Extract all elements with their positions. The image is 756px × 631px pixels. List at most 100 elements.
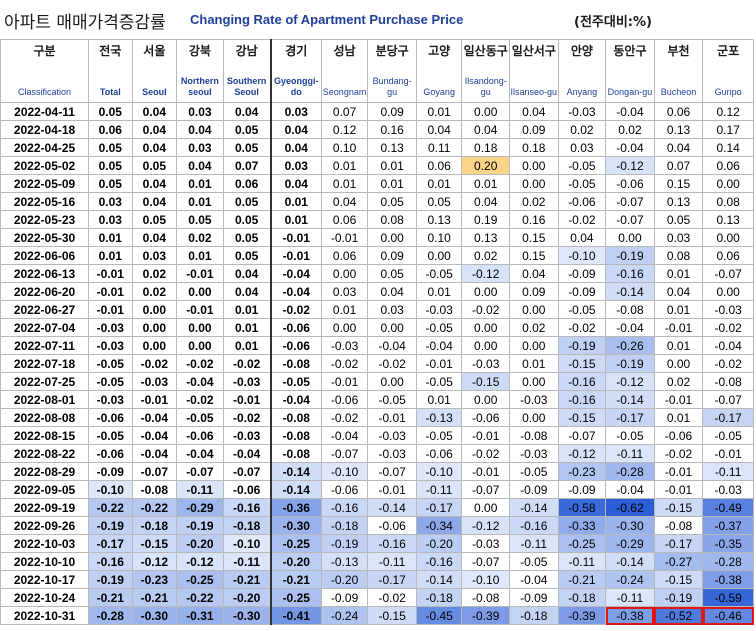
value-cell: 0.16 <box>509 210 559 229</box>
value-cell: 0.05 <box>415 192 463 211</box>
value-cell: 0.06 <box>653 102 704 121</box>
value-cell: -0.04 <box>131 408 178 427</box>
value-cell: -0.01 <box>222 390 272 409</box>
value-cell: 0.04 <box>176 120 224 139</box>
table-row: 2022-08-29 -0.09 -0.07 -0.07 -0.07 -0.14 -0.10… <box>0 462 754 481</box>
value-cell: -0.16 <box>557 372 607 391</box>
value-cell: -0.01 <box>270 228 322 247</box>
value-cell: -0.03 <box>509 390 559 409</box>
value-cell: 0.06 <box>320 246 369 265</box>
value-cell: -0.07 <box>557 426 607 445</box>
value-cell: -0.01 <box>320 228 369 247</box>
value-cell: 0.13 <box>653 120 704 139</box>
column-header-english: Dongan-gu <box>607 87 653 97</box>
value-cell: -0.18 <box>131 516 178 535</box>
value-cell: -0.16 <box>605 264 655 283</box>
value-cell: 0.19 <box>461 210 511 229</box>
value-cell: -0.01 <box>88 300 133 319</box>
table-row: 2022-07-18 -0.05 -0.02 -0.02 -0.02 -0.08 -0.02… <box>0 354 754 373</box>
value-cell: -0.14 <box>605 390 655 409</box>
value-cell: -0.34 <box>415 516 463 535</box>
value-cell: -0.04 <box>176 444 224 463</box>
value-cell: -0.18 <box>509 606 559 625</box>
value-cell: 0.00 <box>176 282 224 301</box>
value-cell: -0.08 <box>270 426 322 445</box>
value-cell: -0.01 <box>653 318 704 337</box>
value-cell: 0.13 <box>702 210 754 229</box>
value-cell: -0.01 <box>461 426 511 445</box>
table-row: 2022-08-08 -0.06 -0.04 -0.05 -0.02 -0.08 -0.02… <box>0 408 754 427</box>
value-cell: 0.00 <box>461 336 511 355</box>
value-cell: -0.06 <box>415 444 463 463</box>
column-header-korean: 서울 <box>143 44 166 58</box>
value-cell: -0.08 <box>653 516 704 535</box>
value-cell: -0.04 <box>702 336 754 355</box>
value-cell: -0.01 <box>131 390 178 409</box>
value-cell: -0.06 <box>653 426 704 445</box>
value-cell: -0.05 <box>176 408 224 427</box>
table-row: 2022-10-31 -0.28 -0.30 -0.31 -0.30 -0.41 -0.24… <box>0 606 754 625</box>
value-cell: 0.04 <box>131 120 178 139</box>
value-cell: -0.20 <box>222 588 272 607</box>
value-cell: -0.03 <box>461 534 511 553</box>
value-cell: 0.01 <box>653 264 704 283</box>
value-cell: -0.08 <box>461 588 511 607</box>
value-cell: -0.04 <box>509 570 559 589</box>
value-cell: -0.03 <box>557 102 607 121</box>
value-cell: 0.03 <box>320 282 369 301</box>
value-cell: 0.00 <box>702 228 754 247</box>
column-header: 강남 Southern Seoul <box>222 39 272 103</box>
value-cell: -0.01 <box>367 408 417 427</box>
unit-label: (전주대비:%) <box>574 15 652 30</box>
value-cell: 0.01 <box>415 102 463 121</box>
column-header-korean: 경기 <box>285 44 308 58</box>
value-cell: 0.04 <box>131 228 178 247</box>
value-cell: 0.00 <box>509 300 559 319</box>
table-row: 2022-04-25 0.05 0.04 0.03 0.05 0.04 0.10 0.13 0.… <box>0 138 754 157</box>
value-cell: 0.01 <box>222 336 272 355</box>
value-cell: -0.17 <box>367 570 417 589</box>
value-cell: 0.03 <box>176 138 224 157</box>
value-cell: -0.15 <box>653 570 704 589</box>
title-bar: 아파트 매매가격증감률 Changing Rate of Apartment P… <box>0 0 756 40</box>
row-date: 2022-10-31 <box>0 606 90 625</box>
value-cell: 0.00 <box>461 498 511 517</box>
value-cell: 0.02 <box>653 372 704 391</box>
value-cell: -0.03 <box>131 372 178 391</box>
value-cell: -0.07 <box>461 480 511 499</box>
row-date: 2022-06-20 <box>0 282 90 301</box>
value-cell: -0.01 <box>461 462 511 481</box>
value-cell: -0.30 <box>131 606 178 625</box>
value-cell: 0.07 <box>320 102 369 121</box>
value-cell: 0.01 <box>320 174 369 193</box>
value-cell: -0.10 <box>557 246 607 265</box>
value-cell: 0.05 <box>176 210 224 229</box>
value-cell: 0.04 <box>270 174 322 193</box>
value-cell: 0.03 <box>88 192 133 211</box>
value-cell: -0.08 <box>131 480 178 499</box>
column-header: 서울 Seoul <box>131 39 178 103</box>
value-cell: 0.00 <box>509 336 559 355</box>
value-cell: -0.01 <box>367 480 417 499</box>
value-cell: -0.07 <box>461 552 511 571</box>
value-cell: -0.05 <box>415 426 463 445</box>
column-header: 부천 Bucheon <box>653 39 704 103</box>
value-cell: -0.04 <box>222 444 272 463</box>
value-cell: 0.00 <box>176 336 224 355</box>
column-header: 전국 Total <box>88 39 133 103</box>
value-cell: 0.01 <box>415 282 463 301</box>
value-cell: -0.02 <box>131 354 178 373</box>
column-header-english: Classification <box>18 87 72 97</box>
value-cell: 0.05 <box>367 264 417 283</box>
value-cell: -0.21 <box>222 570 272 589</box>
value-cell: -0.20 <box>415 534 463 553</box>
value-cell: 0.03 <box>367 300 417 319</box>
value-cell: -0.20 <box>270 552 322 571</box>
value-cell: -0.19 <box>88 516 133 535</box>
value-cell: -0.01 <box>653 390 704 409</box>
value-cell: -0.03 <box>702 480 754 499</box>
row-date: 2022-09-26 <box>0 516 90 535</box>
column-header-english: Gunpo <box>714 87 742 97</box>
column-header-english: Seongnam <box>322 87 367 97</box>
value-cell: 0.04 <box>415 120 463 139</box>
